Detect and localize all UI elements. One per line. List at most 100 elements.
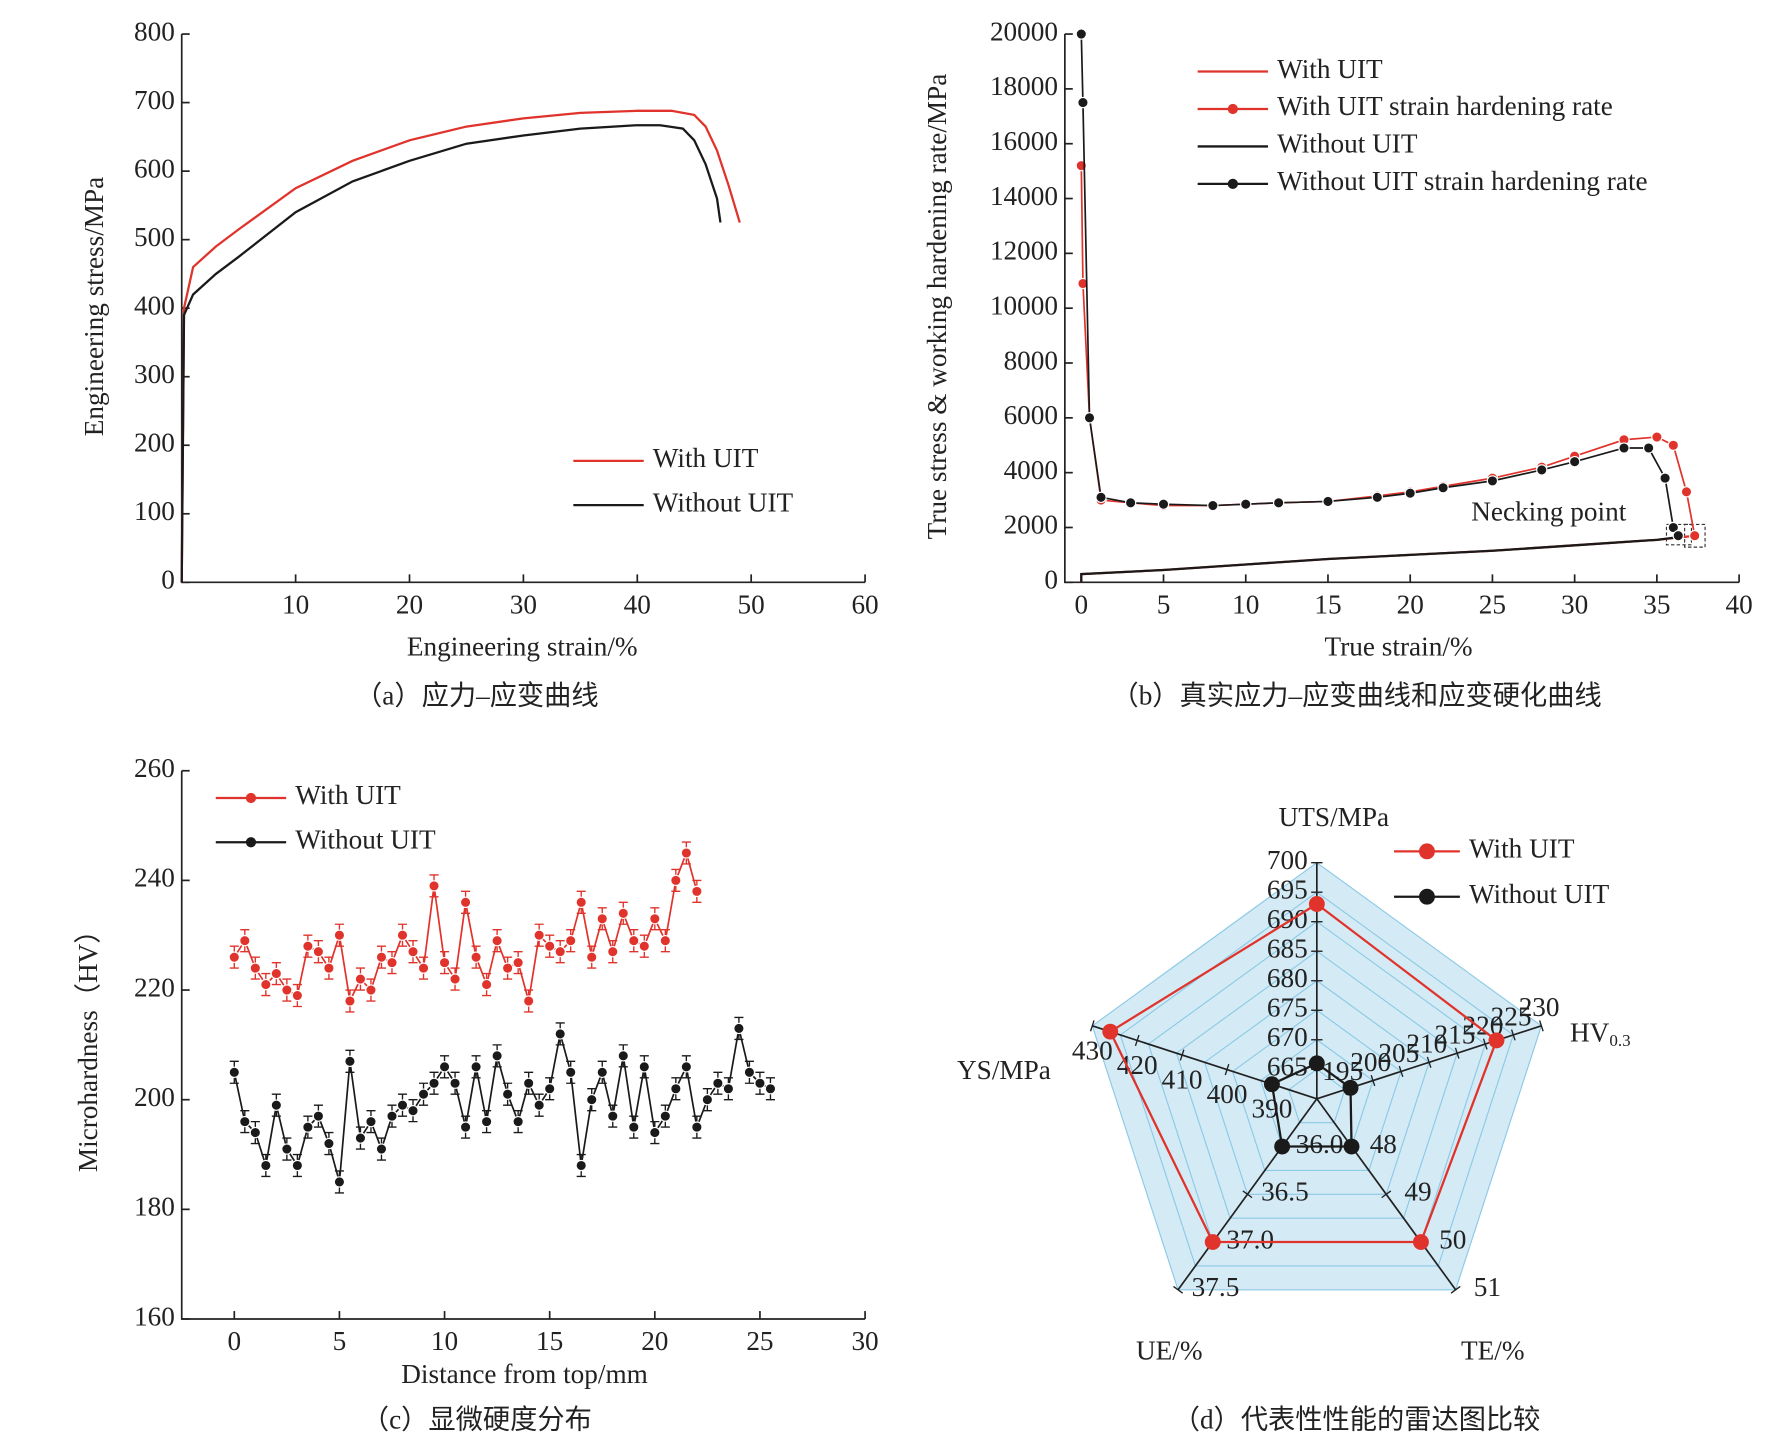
marker <box>417 962 430 974</box>
radar-tick-label: 205 <box>1378 1038 1419 1068</box>
y-tick-label: 6000 <box>1004 400 1058 430</box>
y-tick-label: 12000 <box>990 236 1058 266</box>
radar-tick-label: 230 <box>1519 992 1560 1022</box>
marker <box>1404 487 1416 499</box>
radar-tick-label: 210 <box>1406 1029 1447 1059</box>
marker <box>386 1110 398 1122</box>
marker <box>239 1115 251 1128</box>
marker <box>449 973 461 985</box>
y-tick-label: 0 <box>1044 565 1058 595</box>
marker <box>1486 475 1499 487</box>
marker <box>491 935 503 947</box>
x-tick-label: 25 <box>1479 590 1506 620</box>
marker <box>1618 442 1630 454</box>
annotation: Necking point <box>1471 496 1626 526</box>
radar-axis-subscript: 0.3 <box>1609 1031 1630 1050</box>
y-tick-label: 0 <box>161 565 175 595</box>
marker <box>575 896 587 909</box>
radar-tick-label: 680 <box>1267 963 1308 993</box>
marker <box>323 962 335 974</box>
radar-tick-label: 685 <box>1267 933 1308 963</box>
x-axis-label: Distance from top/mm <box>401 1359 648 1389</box>
marker <box>1689 530 1701 542</box>
radar-tick-label: 48 <box>1370 1129 1397 1159</box>
marker <box>249 1126 261 1139</box>
legend-label: Without UIT strain hardening rate <box>1277 166 1648 196</box>
caption: （a）应力–应变曲线 <box>355 680 599 710</box>
marker <box>565 1066 577 1078</box>
y-tick-label: 20000 <box>990 16 1058 46</box>
radar-tick-label: 430 <box>1072 1035 1113 1065</box>
marker <box>281 1143 293 1155</box>
marker <box>596 913 608 925</box>
radar-tick-label: 420 <box>1117 1050 1158 1080</box>
radar-tick <box>1381 1190 1392 1199</box>
radar-tick <box>1454 1047 1460 1059</box>
marker <box>312 945 325 958</box>
marker <box>365 984 377 996</box>
radar-point <box>1102 1023 1119 1040</box>
caption: （c）显微硬度分布 <box>362 1405 592 1435</box>
marker <box>1642 442 1655 454</box>
y-tick-label: 400 <box>134 290 175 320</box>
radar-tick <box>1482 1038 1488 1050</box>
y-tick-label: 600 <box>134 153 175 183</box>
radar-point <box>1343 1138 1360 1155</box>
marker <box>270 1099 283 1111</box>
marker <box>291 989 304 1002</box>
radar-ring <box>1203 980 1430 1195</box>
marker <box>512 1115 524 1128</box>
marker <box>1651 431 1663 443</box>
legend-marker <box>1227 103 1238 115</box>
radar-tick-label: 390 <box>1252 1094 1293 1124</box>
marker <box>375 951 388 963</box>
y-axis-label: True stress & working hardening rate/MPa <box>922 74 952 540</box>
marker <box>565 935 577 947</box>
radar-tick <box>1242 1190 1253 1199</box>
radar-tick-label: 225 <box>1491 1001 1532 1031</box>
marker <box>270 967 283 980</box>
marker <box>533 929 545 941</box>
marker <box>544 940 556 952</box>
radar-tick-label: 695 <box>1267 874 1308 904</box>
radar-axis-label: HV0.3 <box>1570 1017 1631 1049</box>
marker <box>396 1099 409 1111</box>
legend-label: With UIT strain hardening rate <box>1277 91 1613 121</box>
marker <box>522 1077 535 1089</box>
radar-point <box>1308 896 1325 912</box>
x-axis-label: Engineering strain/% <box>407 632 638 662</box>
marker <box>649 1126 661 1139</box>
marker <box>354 1132 367 1144</box>
marker <box>649 913 661 925</box>
radar-tick <box>1398 1065 1404 1078</box>
marker <box>470 1061 482 1073</box>
marker <box>354 973 367 985</box>
marker <box>407 1104 419 1117</box>
x-tick-label: 25 <box>746 1326 773 1356</box>
legend-marker <box>1419 843 1435 860</box>
marker <box>365 1115 377 1128</box>
radar-ring <box>1119 891 1514 1267</box>
axis-line <box>180 770 866 1320</box>
radar-tick <box>1179 1049 1185 1061</box>
radar-ring <box>1288 1068 1346 1124</box>
x-tick-label: 30 <box>510 590 537 620</box>
marker <box>1322 495 1334 508</box>
series-line <box>1080 535 1679 583</box>
marker <box>386 956 398 969</box>
marker <box>722 1083 735 1095</box>
marker <box>512 956 524 969</box>
marker <box>302 1121 314 1133</box>
legend-label: Without UIT <box>295 825 436 855</box>
radar-tick-label: 200 <box>1350 1047 1391 1077</box>
radar-tick <box>1450 1285 1461 1294</box>
marker <box>1437 482 1449 494</box>
marker <box>480 978 493 991</box>
marker <box>491 1050 503 1062</box>
x-tick-label: 0 <box>1074 590 1088 620</box>
marker <box>670 874 682 887</box>
marker <box>260 978 272 991</box>
series-line <box>233 1028 771 1183</box>
marker <box>417 1088 430 1100</box>
radar-axis-label: UE/% <box>1136 1335 1203 1365</box>
